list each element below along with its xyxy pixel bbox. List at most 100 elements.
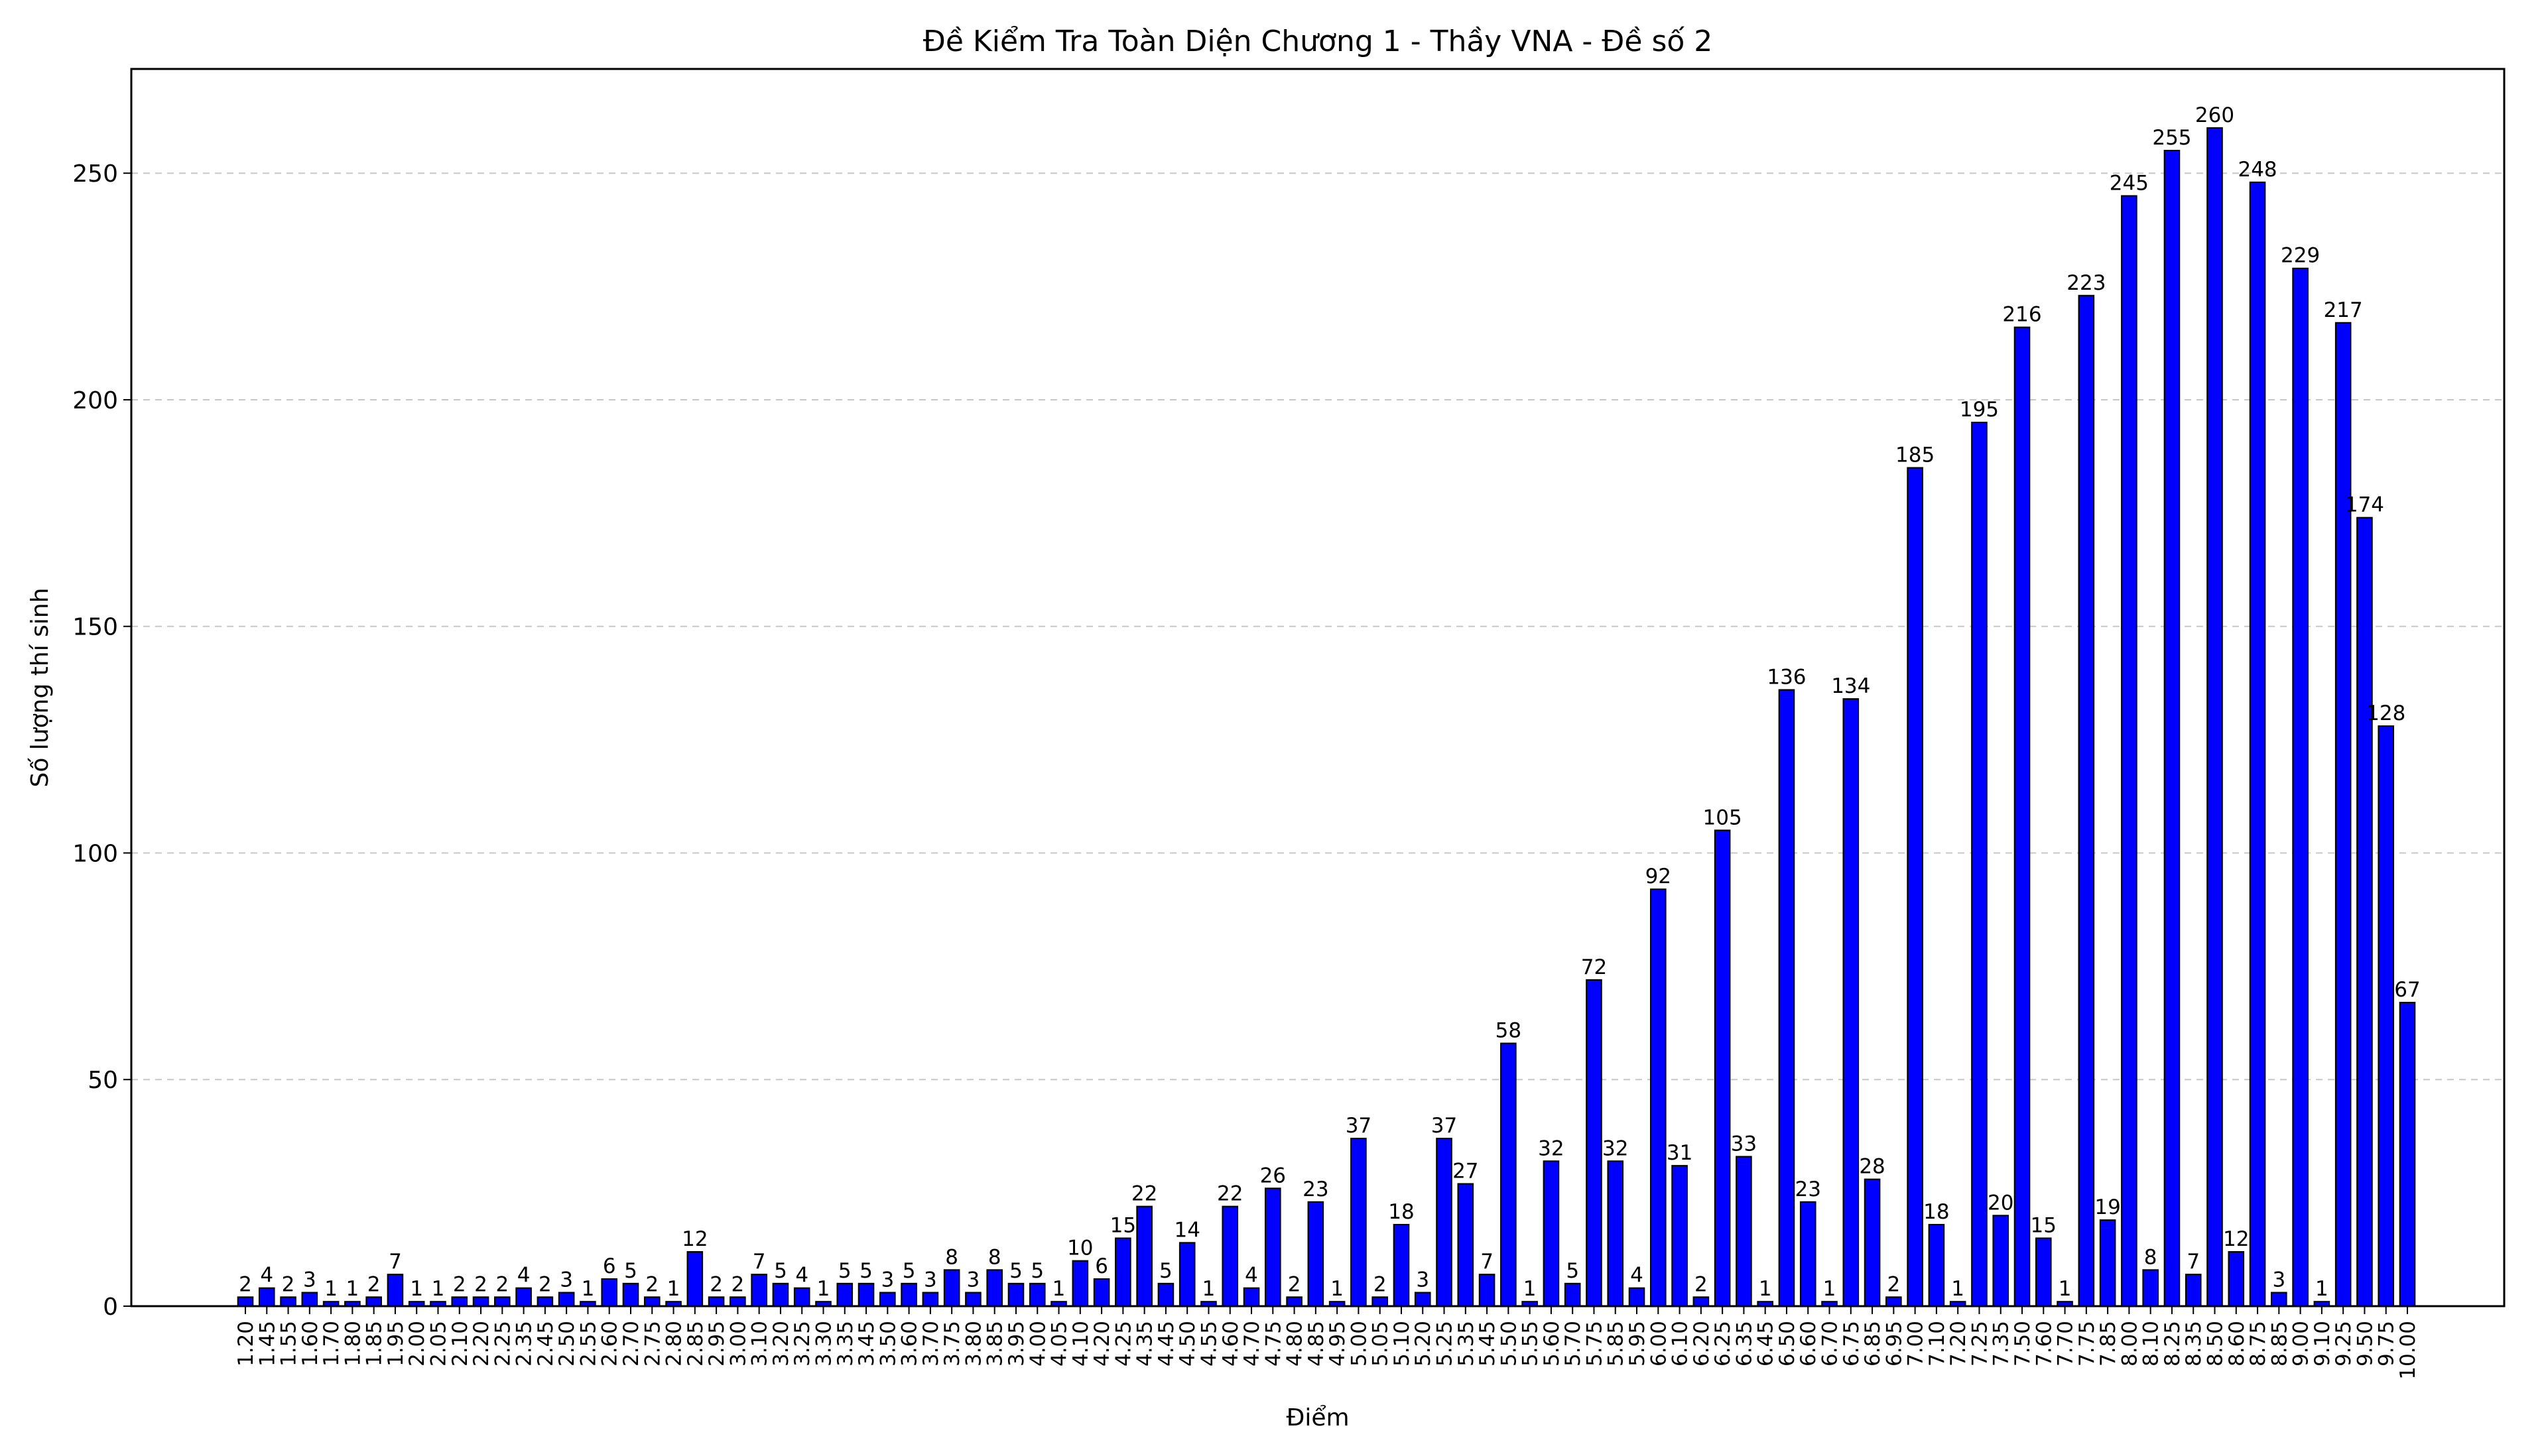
- x-tick-label: 4.45: [1155, 1321, 1178, 1366]
- bar: [1714, 829, 1731, 1307]
- x-tick-label: 2.05: [426, 1321, 450, 1366]
- bar: [1029, 1282, 1046, 1307]
- x-tick-label: 3.00: [726, 1321, 750, 1366]
- x-tick-label: 8.10: [2139, 1321, 2163, 1366]
- x-tick-label: 4.80: [1283, 1321, 1307, 1366]
- bar-value-label: 72: [1581, 955, 1607, 979]
- bar: [1650, 888, 1667, 1307]
- bar-value-label: 136: [1767, 665, 1806, 689]
- bar-value-label: 2: [645, 1272, 659, 1296]
- bar-value-label: 2: [474, 1272, 487, 1296]
- bar-value-label: 2: [453, 1272, 466, 1296]
- bar: [943, 1269, 960, 1307]
- bar-value-label: 1: [1202, 1277, 1216, 1301]
- bar-value-label: 67: [2394, 978, 2420, 1002]
- x-tick-label: 10.00: [2396, 1321, 2420, 1380]
- bar: [2035, 1237, 2052, 1307]
- x-tick-label: 4.85: [1304, 1321, 1328, 1366]
- bar-value-label: 128: [2366, 701, 2405, 725]
- y-axis: 0 50 100 150 200 250: [72, 160, 131, 1321]
- bar-value-label: 1: [1759, 1277, 1772, 1301]
- bar: [2078, 294, 2095, 1307]
- bar-value-label: 4: [1245, 1264, 1258, 1288]
- bar-value-label: 58: [1495, 1019, 1521, 1043]
- bar: [1778, 689, 1795, 1307]
- bar: [836, 1282, 854, 1307]
- bar-value-label: 255: [2152, 126, 2191, 150]
- bar: [2013, 326, 2031, 1307]
- bar: [1222, 1205, 1239, 1307]
- x-tick-label: 6.75: [1840, 1321, 1864, 1366]
- bar-value-label: 3: [560, 1268, 573, 1292]
- bar: [1671, 1165, 1688, 1307]
- x-tick-label: 3.75: [940, 1321, 964, 1366]
- bar: [793, 1287, 810, 1307]
- x-tick-label: 5.20: [1411, 1321, 1435, 1366]
- x-tick-label: 6.10: [1669, 1321, 1692, 1366]
- x-tick-label: 4.05: [1048, 1321, 1072, 1366]
- x-tick-label: 6.50: [1775, 1321, 1799, 1366]
- bar-value-label: 37: [1346, 1114, 1371, 1138]
- bar: [2249, 181, 2266, 1307]
- bar: [451, 1296, 468, 1307]
- bar: [686, 1250, 704, 1307]
- bar-value-label: 31: [1667, 1141, 1692, 1165]
- bars: [237, 127, 2416, 1307]
- bar: [622, 1282, 639, 1307]
- bar: [237, 1296, 254, 1307]
- x-tick-label: 3.95: [1005, 1321, 1029, 1366]
- x-tick-label: 6.35: [1732, 1321, 1756, 1366]
- bar: [965, 1292, 982, 1307]
- bar: [1586, 979, 1602, 1307]
- x-tick-label: 3.60: [898, 1321, 922, 1366]
- bar-value-label: 20: [1988, 1191, 2013, 1215]
- bar: [365, 1296, 382, 1307]
- x-tick-label: 4.10: [1069, 1321, 1093, 1366]
- bar-value-label: 1: [667, 1277, 680, 1301]
- bar: [1500, 1042, 1517, 1307]
- x-tick-label: 1.85: [363, 1321, 387, 1366]
- bar: [643, 1296, 661, 1307]
- bar-value-label: 4: [795, 1264, 808, 1288]
- x-tick-label: 3.35: [834, 1321, 858, 1366]
- x-tick-label: 4.50: [1176, 1321, 1200, 1366]
- x-tick-label: 1.55: [277, 1321, 301, 1366]
- bar-value-label: 1: [817, 1277, 830, 1301]
- x-tick-label: 4.25: [1112, 1321, 1135, 1366]
- bar-value-label: 15: [1110, 1213, 1136, 1237]
- bar-value-label: 217: [2324, 298, 2363, 322]
- x-tick-label: 1.80: [341, 1321, 365, 1366]
- bar: [258, 1287, 275, 1307]
- bar: [280, 1296, 296, 1307]
- bar: [1072, 1260, 1089, 1307]
- bar: [730, 1296, 746, 1307]
- bar-value-label: 195: [1960, 398, 1999, 422]
- bar: [1115, 1237, 1131, 1307]
- bar-value-label: 5: [859, 1259, 873, 1283]
- bar: [1799, 1201, 1816, 1307]
- x-tick-label: 2.00: [405, 1321, 429, 1366]
- bar: [387, 1274, 404, 1307]
- bar-value-label: 5: [1566, 1259, 1579, 1283]
- bar-value-label: 92: [1645, 865, 1671, 888]
- x-tick-label: 9.50: [2353, 1321, 2377, 1366]
- y-tick-label: 200: [72, 387, 118, 414]
- bar-value-label: 5: [838, 1259, 852, 1283]
- bar-value-label: 1: [2315, 1277, 2328, 1301]
- bar-value-label: 18: [1923, 1200, 1949, 1224]
- bar: [1992, 1215, 2009, 1307]
- x-tick-label: 5.35: [1454, 1321, 1478, 1366]
- bar: [1478, 1274, 1495, 1307]
- bar: [772, 1282, 789, 1307]
- bar: [1393, 1223, 1410, 1307]
- bar-value-label: 248: [2238, 158, 2277, 182]
- x-tick-label: 7.50: [2011, 1321, 2035, 1366]
- bar-value-label: 6: [603, 1254, 616, 1278]
- x-tick-label: 4.35: [1133, 1321, 1157, 1366]
- x-tick-label: 6.60: [1797, 1321, 1820, 1366]
- x-tick-label: 7.25: [1968, 1321, 1992, 1366]
- x-tick-label: 6.70: [1818, 1321, 1842, 1366]
- x-tick-label: 2.25: [491, 1321, 515, 1366]
